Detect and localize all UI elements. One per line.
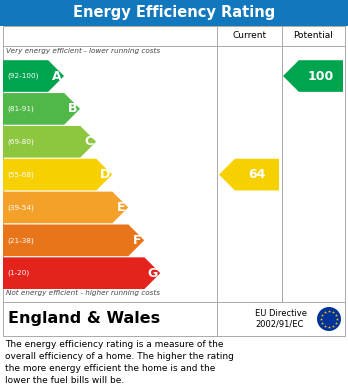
Text: (81-91): (81-91) (7, 106, 34, 112)
Text: 64: 64 (248, 168, 266, 181)
Polygon shape (3, 257, 160, 289)
Text: Potential: Potential (294, 32, 333, 41)
Text: D: D (100, 168, 110, 181)
Text: 2002/91/EC: 2002/91/EC (255, 319, 304, 328)
Text: G: G (148, 267, 158, 280)
Text: EU Directive: EU Directive (255, 310, 307, 319)
Polygon shape (3, 224, 144, 256)
Polygon shape (3, 60, 64, 92)
Circle shape (317, 307, 341, 331)
Text: B: B (68, 102, 78, 115)
Text: Energy Efficiency Rating: Energy Efficiency Rating (73, 5, 275, 20)
Text: (92-100): (92-100) (7, 73, 38, 79)
Bar (3, 302, 345, 336)
Text: (1-20): (1-20) (7, 270, 29, 276)
Bar (3, 26, 345, 302)
Polygon shape (219, 159, 279, 190)
Text: (69-80): (69-80) (7, 138, 34, 145)
Text: F: F (133, 234, 142, 247)
Polygon shape (3, 159, 112, 190)
Polygon shape (3, 192, 128, 223)
Text: The energy efficiency rating is a measure of the
overall efficiency of a home. T: The energy efficiency rating is a measur… (5, 340, 234, 386)
Text: A: A (52, 70, 62, 83)
Text: (21-38): (21-38) (7, 237, 34, 244)
Bar (0, 0, 348, 26)
Text: E: E (117, 201, 126, 214)
Text: (39-54): (39-54) (7, 204, 34, 211)
Text: C: C (85, 135, 94, 148)
Text: (55-68): (55-68) (7, 171, 34, 178)
Polygon shape (3, 126, 96, 158)
Text: Very energy efficient - lower running costs: Very energy efficient - lower running co… (6, 48, 160, 54)
Text: 100: 100 (308, 70, 334, 83)
Polygon shape (283, 60, 343, 92)
Polygon shape (3, 93, 80, 125)
Text: England & Wales: England & Wales (8, 312, 160, 326)
Text: Not energy efficient - higher running costs: Not energy efficient - higher running co… (6, 290, 160, 296)
Text: Current: Current (232, 32, 267, 41)
